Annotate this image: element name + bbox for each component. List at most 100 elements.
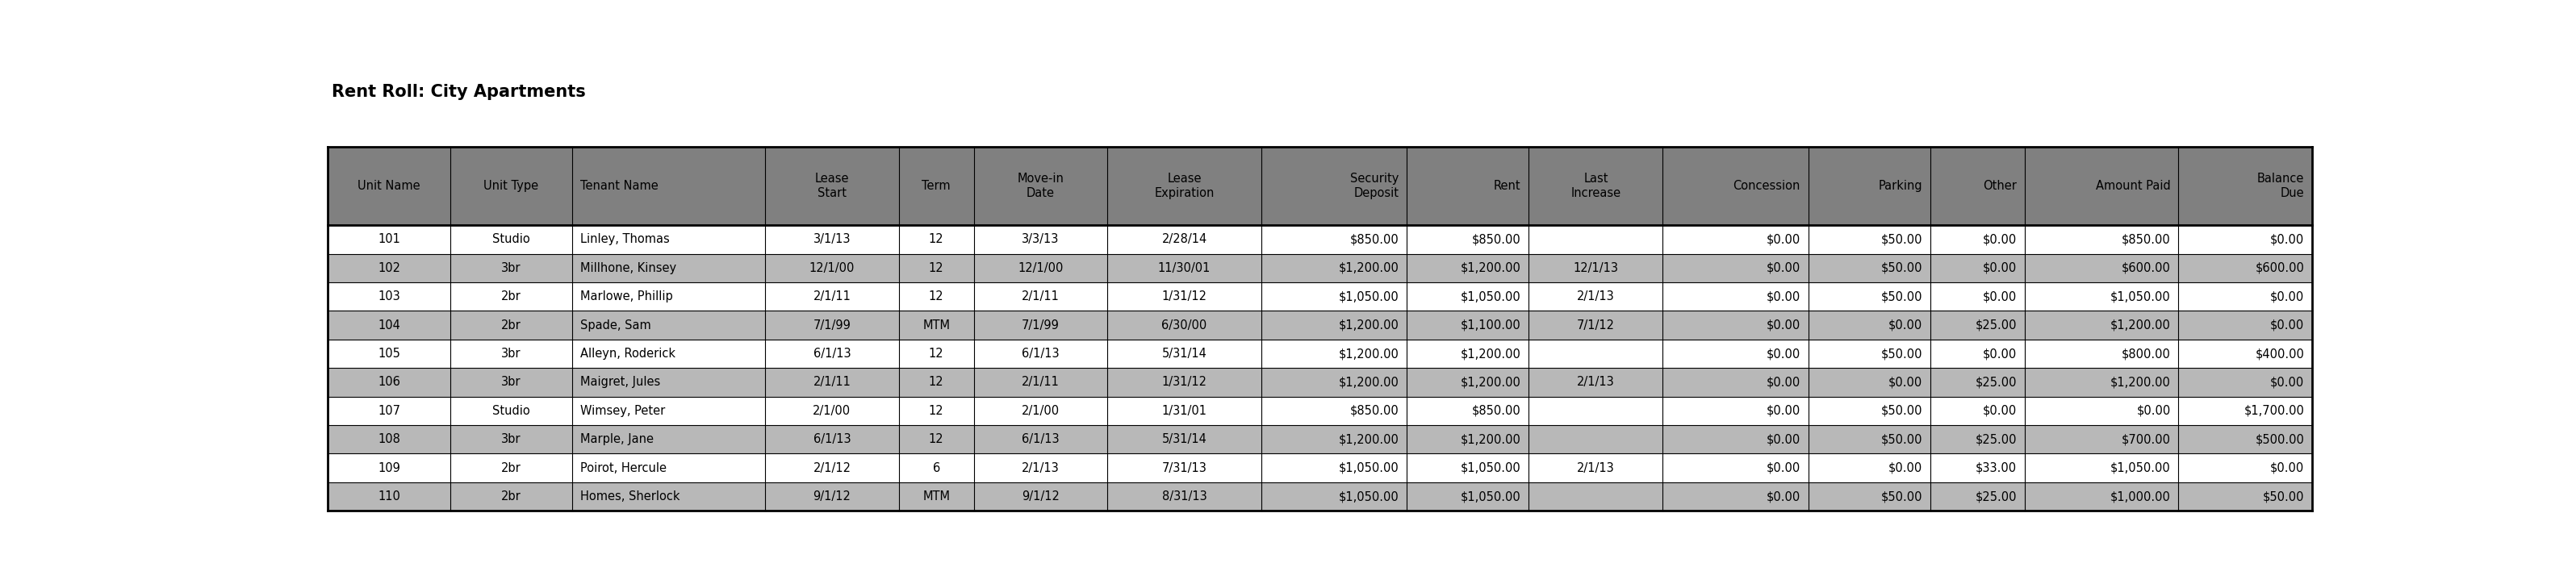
- Text: 7/1/99: 7/1/99: [1023, 319, 1059, 331]
- Text: 12: 12: [930, 433, 943, 446]
- Text: $50.00: $50.00: [1880, 433, 1922, 446]
- Text: $1,200.00: $1,200.00: [1340, 347, 1399, 360]
- Text: $0.00: $0.00: [1767, 405, 1801, 417]
- Bar: [974, 282, 1108, 311]
- Bar: [1406, 339, 1530, 368]
- Bar: [1662, 397, 1808, 425]
- Bar: [1262, 425, 1406, 454]
- Bar: [1808, 225, 1929, 254]
- Bar: [572, 254, 765, 282]
- Text: 2/1/12: 2/1/12: [814, 462, 850, 474]
- Bar: [1929, 368, 2025, 397]
- Text: Poirot, Hercule: Poirot, Hercule: [580, 462, 667, 474]
- Bar: [2025, 339, 2179, 368]
- Text: Alleyn, Roderick: Alleyn, Roderick: [580, 347, 675, 360]
- Text: 9/1/12: 9/1/12: [1023, 491, 1059, 503]
- Text: $0.00: $0.00: [1767, 291, 1801, 303]
- Text: 1/31/01: 1/31/01: [1162, 405, 1208, 417]
- Text: Lease
Expiration: Lease Expiration: [1154, 173, 1213, 199]
- Text: $0.00: $0.00: [1767, 376, 1801, 388]
- Text: 12: 12: [930, 234, 943, 245]
- Text: $1,200.00: $1,200.00: [1340, 376, 1399, 388]
- Text: $25.00: $25.00: [1976, 433, 2017, 446]
- Text: $0.00: $0.00: [2136, 405, 2172, 417]
- Bar: [1530, 254, 1662, 282]
- Bar: [974, 147, 1108, 225]
- Text: Marple, Jane: Marple, Jane: [580, 433, 654, 446]
- Text: 1/31/12: 1/31/12: [1162, 291, 1208, 303]
- Text: $50.00: $50.00: [1880, 262, 1922, 274]
- Bar: [1108, 368, 1262, 397]
- Bar: [572, 339, 765, 368]
- Text: $1,050.00: $1,050.00: [1340, 462, 1399, 474]
- Text: $1,200.00: $1,200.00: [1461, 262, 1520, 274]
- Bar: [1406, 311, 1530, 339]
- Text: $0.00: $0.00: [1767, 234, 1801, 245]
- Text: $0.00: $0.00: [1767, 262, 1801, 274]
- Bar: [1662, 282, 1808, 311]
- Text: Rent Roll: City Apartments: Rent Roll: City Apartments: [332, 84, 585, 100]
- Bar: [1262, 339, 1406, 368]
- Bar: [1262, 454, 1406, 482]
- Bar: [1808, 425, 1929, 454]
- Text: $1,200.00: $1,200.00: [1461, 433, 1520, 446]
- Text: MTM: MTM: [922, 319, 951, 331]
- Text: 7/1/99: 7/1/99: [814, 319, 850, 331]
- Text: $1,050.00: $1,050.00: [1461, 491, 1520, 503]
- Bar: [1662, 368, 1808, 397]
- Bar: [327, 147, 451, 225]
- Text: 102: 102: [379, 262, 399, 274]
- Bar: [1929, 311, 2025, 339]
- Text: $1,700.00: $1,700.00: [2244, 405, 2306, 417]
- Text: Security
Deposit: Security Deposit: [1350, 173, 1399, 199]
- Text: $50.00: $50.00: [1880, 234, 1922, 245]
- Text: Tenant Name: Tenant Name: [580, 180, 659, 192]
- Text: 2/28/14: 2/28/14: [1162, 234, 1208, 245]
- Bar: [2025, 482, 2179, 511]
- Text: $850.00: $850.00: [1471, 234, 1520, 245]
- Bar: [1262, 368, 1406, 397]
- Text: 5/31/14: 5/31/14: [1162, 433, 1208, 446]
- Bar: [1108, 339, 1262, 368]
- Bar: [1108, 254, 1262, 282]
- Text: $0.00: $0.00: [1888, 376, 1922, 388]
- Bar: [1262, 397, 1406, 425]
- Bar: [974, 311, 1108, 339]
- Bar: [451, 225, 572, 254]
- Bar: [1262, 147, 1406, 225]
- Bar: [451, 368, 572, 397]
- Bar: [572, 147, 765, 225]
- Bar: [2179, 425, 2313, 454]
- Bar: [1108, 482, 1262, 511]
- Bar: [2179, 282, 2313, 311]
- Text: Unit Name: Unit Name: [358, 180, 420, 192]
- Bar: [1530, 339, 1662, 368]
- Bar: [2179, 225, 2313, 254]
- Bar: [2025, 454, 2179, 482]
- Bar: [1929, 425, 2025, 454]
- Text: 107: 107: [379, 405, 399, 417]
- Text: 12: 12: [930, 347, 943, 360]
- Text: $850.00: $850.00: [2123, 234, 2172, 245]
- Bar: [572, 482, 765, 511]
- Text: Move-in
Date: Move-in Date: [1018, 173, 1064, 199]
- Bar: [899, 339, 974, 368]
- Bar: [899, 425, 974, 454]
- Text: 2/1/13: 2/1/13: [1577, 376, 1615, 388]
- Bar: [1808, 339, 1929, 368]
- Bar: [974, 454, 1108, 482]
- Bar: [451, 397, 572, 425]
- Bar: [1662, 147, 1808, 225]
- Bar: [899, 311, 974, 339]
- Text: 3br: 3br: [502, 376, 520, 388]
- Text: $800.00: $800.00: [2123, 347, 2172, 360]
- Text: 2/1/11: 2/1/11: [1023, 291, 1059, 303]
- Text: $50.00: $50.00: [2262, 491, 2306, 503]
- Bar: [451, 339, 572, 368]
- Bar: [451, 147, 572, 225]
- Text: $850.00: $850.00: [1471, 405, 1520, 417]
- Bar: [2025, 225, 2179, 254]
- Text: Parking: Parking: [1878, 180, 1922, 192]
- Text: $600.00: $600.00: [2123, 262, 2172, 274]
- Bar: [765, 454, 899, 482]
